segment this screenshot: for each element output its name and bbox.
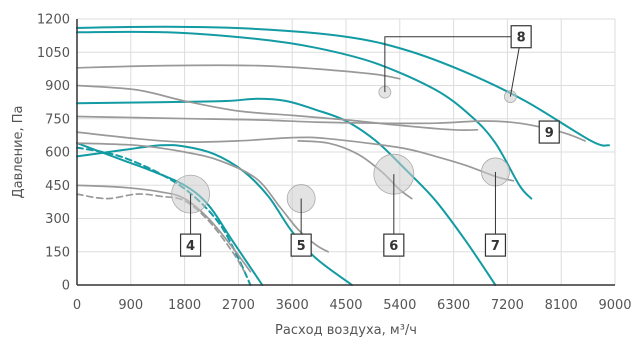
label-7: 7 xyxy=(491,239,500,254)
x-tick-label: 4500 xyxy=(329,298,362,313)
x-tick-label: 5400 xyxy=(383,298,416,313)
label-box xyxy=(290,233,312,257)
x-tick-label: 8100 xyxy=(545,298,578,313)
teal-curve xyxy=(76,25,610,147)
label-4: 4 xyxy=(186,239,195,254)
gray-curve xyxy=(76,64,401,80)
x-axis-label: Расход воздуха, м³/ч xyxy=(275,323,417,338)
y-tick-label: 150 xyxy=(45,245,70,260)
gray-curve xyxy=(76,84,479,132)
y-tick-label: 600 xyxy=(45,146,70,161)
x-tick-label: 2700 xyxy=(222,298,255,313)
teal-curve xyxy=(76,146,252,286)
x-tick-label: 1800 xyxy=(168,298,201,313)
teal-curve xyxy=(76,30,533,200)
curve-labels: 4 5 6 7 8 9 xyxy=(179,25,560,257)
x-tick-label: 7200 xyxy=(491,298,524,313)
gray-curve xyxy=(76,115,586,142)
label-box xyxy=(510,25,532,49)
grid xyxy=(76,18,616,286)
x-tick-label: 900 xyxy=(118,298,143,313)
label-box xyxy=(383,233,405,257)
axes xyxy=(76,19,615,286)
y-tick-label: 900 xyxy=(45,79,70,94)
teal-curve xyxy=(76,144,353,286)
leader-line xyxy=(384,36,522,93)
y-axis-label: Давление, Па xyxy=(11,105,26,198)
y-tick-label: 450 xyxy=(45,179,70,194)
label-box xyxy=(179,233,202,257)
gray-curve xyxy=(76,131,515,182)
gray-curve xyxy=(76,193,246,273)
label-box xyxy=(484,233,507,257)
label-5: 5 xyxy=(297,239,306,254)
teal-curve xyxy=(76,97,497,286)
x-tick-label: 9000 xyxy=(598,298,631,313)
label-8: 8 xyxy=(517,31,526,46)
tick-labels: 0 900 1800 2700 3600 4500 5400 6300 7200 8100 9000… xyxy=(37,13,632,314)
label-6: 6 xyxy=(389,239,398,254)
operating-points xyxy=(171,85,517,214)
y-tick-label: 0 xyxy=(62,279,70,294)
y-tick-label: 1050 xyxy=(37,46,70,61)
y-tick-label: 750 xyxy=(45,112,70,127)
y-tick-label: 1200 xyxy=(37,13,70,28)
x-tick-label: 0 xyxy=(73,298,81,313)
y-tick-label: 300 xyxy=(45,212,70,227)
label-box xyxy=(538,120,560,144)
x-tick-label: 6300 xyxy=(437,298,470,313)
label-9: 9 xyxy=(545,126,554,141)
x-tick-label: 3600 xyxy=(276,298,309,313)
series-lines xyxy=(76,25,610,286)
